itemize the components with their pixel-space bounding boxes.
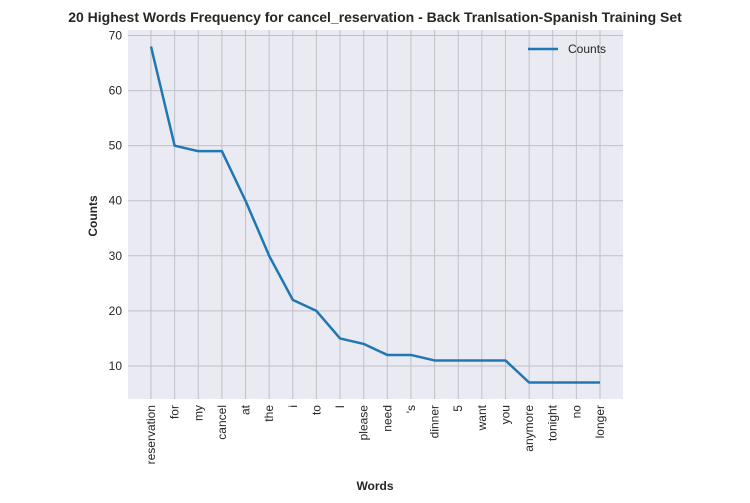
- x-tick-label: my: [191, 405, 205, 421]
- x-tick-label: longer: [593, 405, 607, 438]
- x-tick-label: want: [475, 404, 489, 431]
- x-tick-label: anymore: [522, 405, 536, 452]
- x-tick-label: you: [498, 405, 512, 424]
- y-tick-label: 10: [109, 359, 123, 373]
- x-tick-label: I: [333, 405, 347, 408]
- x-tick-label: dinner: [428, 405, 442, 438]
- series-line: [149, 46, 600, 384]
- series-lines: [149, 46, 601, 384]
- legend: Counts: [528, 42, 606, 56]
- x-tick-label: to: [309, 405, 323, 415]
- y-tick-label: 40: [109, 194, 123, 208]
- x-tick-label: at: [239, 404, 253, 415]
- y-axis-ticks: 10 20 30 40 50 60 70: [109, 29, 123, 373]
- x-tick-label: 5: [451, 405, 465, 412]
- y-tick-label: 20: [109, 304, 123, 318]
- y-tick-label: 70: [109, 29, 123, 43]
- chart-title: 20 Highest Words Frequency for cancel_re…: [68, 9, 682, 25]
- y-tick-label: 60: [109, 84, 123, 98]
- x-tick-label: no: [569, 405, 583, 419]
- y-tick-label: 30: [109, 249, 123, 263]
- x-tick-label: tonight: [546, 404, 560, 441]
- x-tick-label: i: [286, 405, 300, 408]
- x-tick-label: please: [357, 405, 371, 441]
- x-tick-label: for: [168, 405, 182, 419]
- x-tick-label: reservation: [144, 405, 158, 464]
- grid-lines: [128, 30, 623, 399]
- y-tick-label: 50: [109, 139, 123, 153]
- y-axis-label: Counts: [86, 195, 100, 237]
- x-tick-label: the: [262, 405, 276, 422]
- x-tick-label: 's: [404, 405, 418, 413]
- x-tick-label: cancel: [215, 405, 229, 440]
- plot-area: [128, 30, 623, 399]
- x-tick-label: need: [380, 405, 394, 432]
- legend-label: Counts: [568, 42, 606, 56]
- x-axis-label: Words: [356, 479, 393, 493]
